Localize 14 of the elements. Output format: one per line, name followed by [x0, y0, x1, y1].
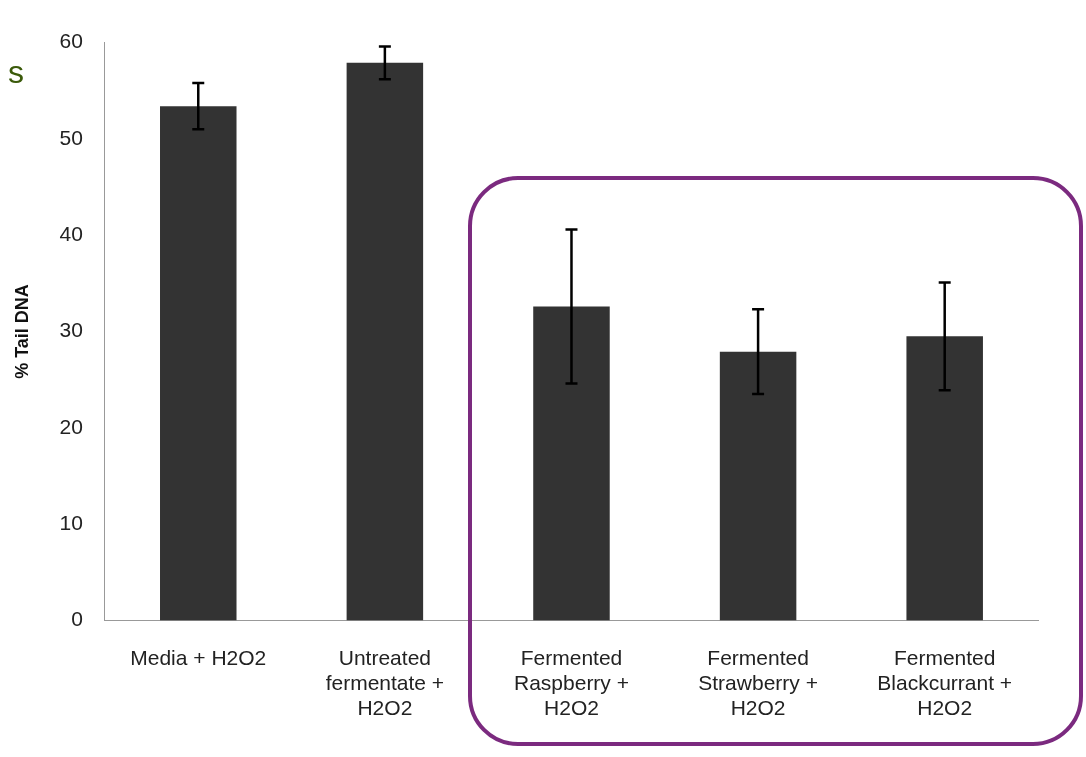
y-tick-label: 60 [59, 29, 83, 53]
x-tick-label: Untreated fermentate + H2O2 [325, 645, 445, 720]
x-tick-label: Fermented Strawberry + H2O2 [698, 645, 818, 720]
y-axis-title: % Tail DNA [11, 284, 32, 379]
x-tick-label: Media + H2O2 [130, 645, 267, 669]
x-tick-label: Fermented Blackcurrant + H2O2 [877, 645, 1013, 720]
y-tick-label: 50 [59, 125, 83, 149]
y-tick-label: 10 [59, 510, 83, 534]
x-tick-label: Fermented Raspberry + H2O2 [513, 645, 629, 720]
y-tick-label: 20 [59, 414, 83, 438]
text: s [8, 54, 24, 91]
y-tick-label: 0 [71, 607, 83, 631]
y-tick-label: 30 [59, 318, 83, 342]
y-tick-label: 40 [59, 222, 83, 245]
